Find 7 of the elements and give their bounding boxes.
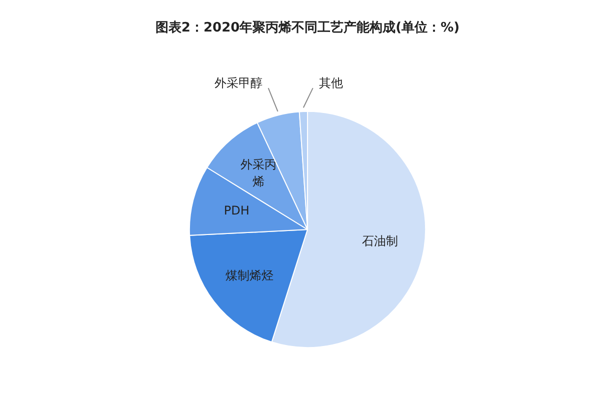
chart-title: 图表2：2020年聚丙烯不同工艺产能构成(单位：%) [155,20,460,36]
slice-label: 外采甲醇 [214,76,262,90]
slice-label: 煤制烯烃 [226,268,274,283]
slice-label: 其他 [318,76,343,90]
slice-label: 外采丙烯 [240,158,277,189]
slice-label: 石油制 [362,234,398,248]
slice-label: PDH [224,204,250,218]
